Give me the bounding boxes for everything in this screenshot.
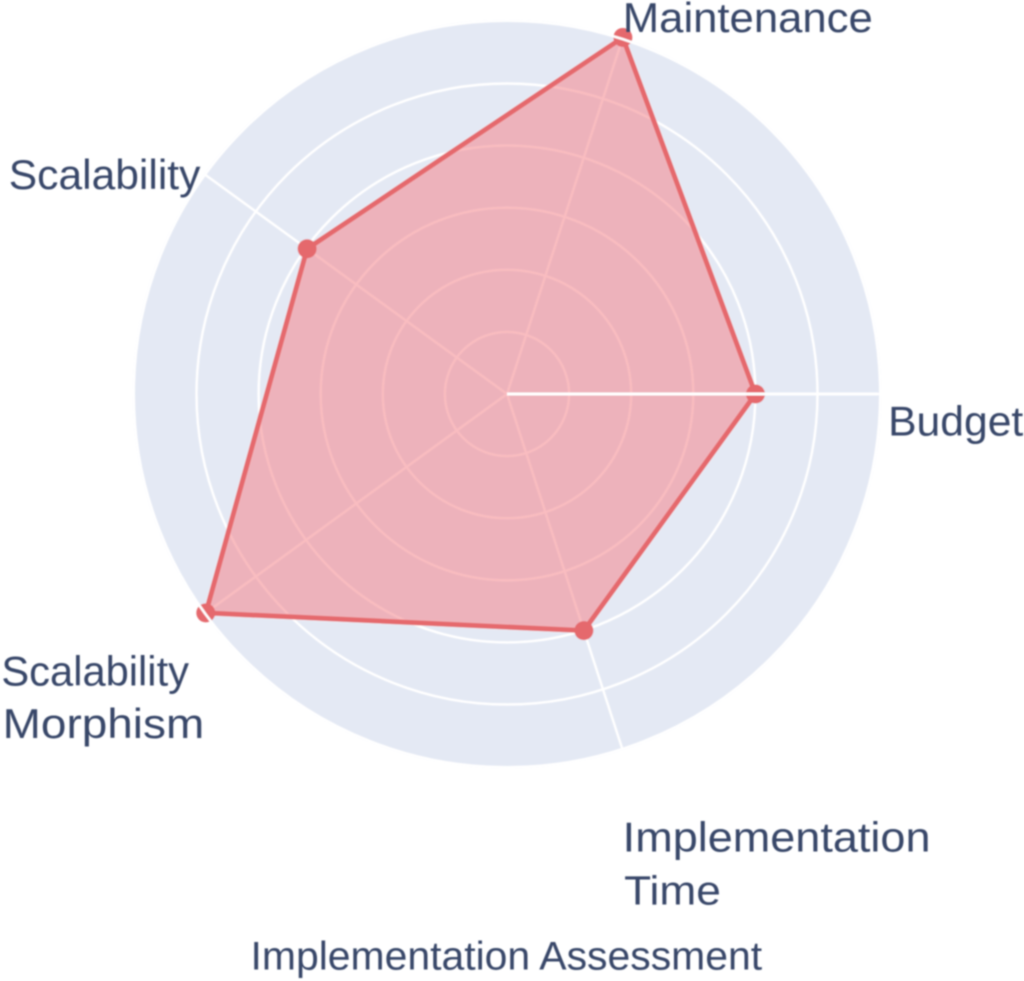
- svg-text:Scalability: Scalability: [1, 648, 189, 695]
- svg-text:Time: Time: [624, 868, 721, 914]
- svg-text:Morphism: Morphism: [3, 700, 205, 747]
- svg-text:Maintenance: Maintenance: [623, 0, 873, 41]
- svg-text:Implementation Assessment: Implementation Assessment: [251, 935, 763, 979]
- svg-text:Budget: Budget: [888, 398, 1024, 445]
- svg-text:Implementation: Implementation: [623, 814, 931, 861]
- svg-text:Scalability: Scalability: [9, 151, 201, 198]
